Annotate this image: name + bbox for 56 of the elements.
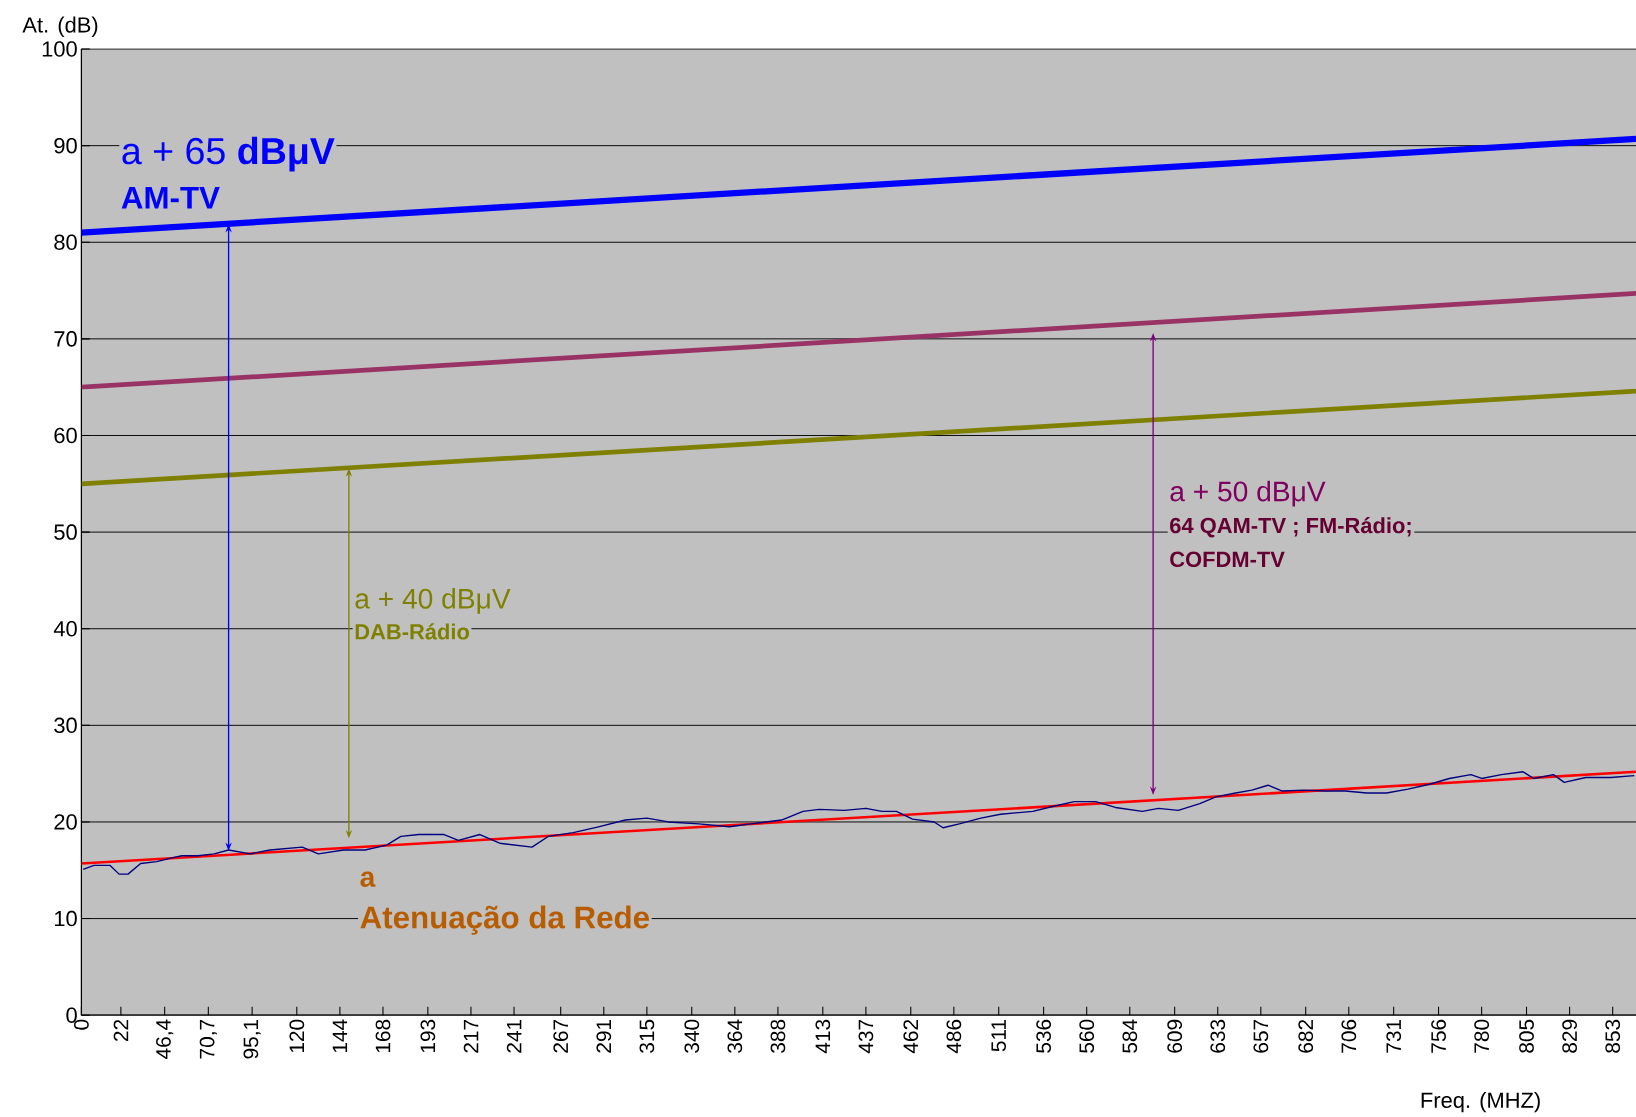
x-tick-label: 584: [1122, 1019, 1138, 1053]
y-tick-label: 80: [54, 234, 77, 250]
x-tick-label: 193: [420, 1019, 436, 1052]
x-tick-label: 291: [596, 1019, 612, 1053]
y-tick-label: 100: [42, 41, 77, 57]
x-tick-label: 756: [1431, 1019, 1446, 1053]
x-tick-label: 486: [946, 1019, 962, 1053]
x-tick-label: 682: [1298, 1019, 1314, 1053]
annotation: a + 40 dBμV: [355, 587, 511, 614]
x-tick-label: 217: [463, 1019, 479, 1053]
y-axis-title: At. (dB): [22, 16, 98, 37]
y-tick-label: 60: [54, 427, 77, 444]
y-tick-label: 40: [53, 620, 77, 637]
x-tick-label: 120: [289, 1019, 305, 1052]
x-tick-label: 780: [1474, 1019, 1490, 1053]
y-tick-label: 90: [54, 137, 77, 154]
x-tick-label: 241: [506, 1019, 522, 1053]
x-tick-label: 267: [553, 1019, 569, 1053]
y-tick-label: 20: [54, 813, 77, 830]
y-tick-label: 30: [54, 717, 77, 733]
x-tick-label: 731: [1386, 1019, 1402, 1053]
x-tick-label: 560: [1079, 1019, 1095, 1053]
x-tick-label: 22: [113, 1019, 129, 1041]
x-tick-label: 388: [770, 1019, 786, 1053]
annotation: COFDM-TV: [1170, 551, 1285, 567]
x-tick-label: 168: [375, 1019, 391, 1052]
x-tick-label: 95,1: [243, 1019, 261, 1059]
x-tick-label: 144: [332, 1019, 348, 1052]
y-tick-label: 10: [55, 910, 77, 927]
x-tick-label: 462: [903, 1019, 919, 1053]
annotation: Atenuação da Rede: [360, 905, 650, 935]
annotation: a + 65 dBμV: [122, 136, 335, 172]
annotation: a: [360, 871, 376, 887]
x-tick-label: 633: [1210, 1019, 1226, 1053]
x-tick-label: 657: [1253, 1019, 1269, 1053]
x-tick-label: 437: [858, 1019, 874, 1053]
x-tick-label: 315: [639, 1019, 655, 1053]
x-tick-label: 46,4: [156, 1019, 174, 1059]
x-tick-label: 609: [1167, 1019, 1183, 1053]
x-tick-label: 511: [991, 1019, 1007, 1052]
x-tick-label: 853: [1605, 1019, 1621, 1053]
x-tick-label: 364: [727, 1019, 743, 1053]
x-tick-label: 536: [1036, 1019, 1051, 1053]
annotation: 64 QAM-TV ; FM-Rádio;: [1170, 516, 1411, 538]
x-tick-label: 805: [1519, 1019, 1534, 1053]
x-tick-label: 413: [815, 1019, 831, 1053]
x-tick-label: 70,7: [199, 1019, 217, 1059]
y-tick-label: 70: [54, 330, 77, 347]
x-tick-label: 829: [1562, 1019, 1577, 1053]
x-tick-label: 706: [1341, 1019, 1357, 1053]
annotation: a + 50 dBμV: [1170, 480, 1326, 507]
annotation: DAB-Rádio: [355, 623, 470, 640]
annotation: AM-TV: [121, 186, 220, 209]
y-tick-label: 50: [54, 524, 77, 540]
x-axis-title: Freq. (MHZ): [1421, 1091, 1540, 1113]
x-tick-label: 340: [684, 1019, 700, 1053]
